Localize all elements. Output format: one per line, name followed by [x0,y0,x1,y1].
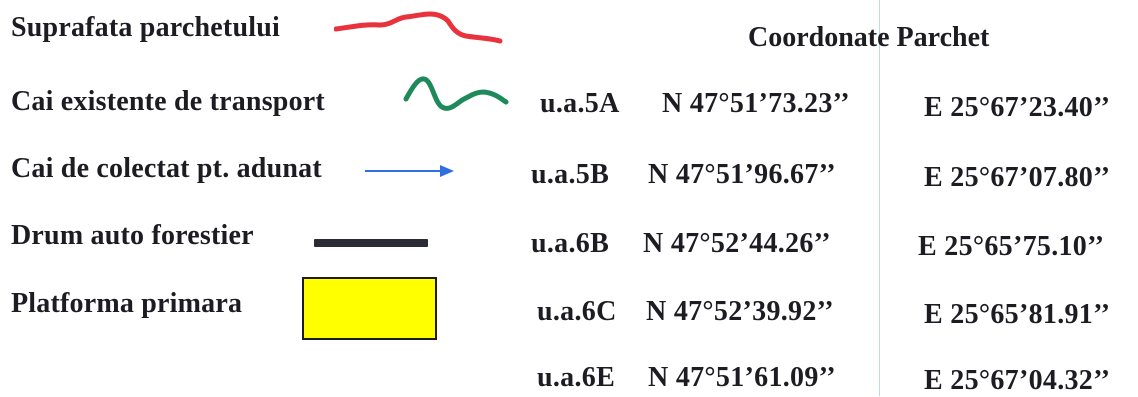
legend-label-surface: Suprafata parchetului [11,12,280,43]
black-road-line-icon [314,239,428,247]
unit-cell: u.a.5A [540,88,620,119]
east-coordinate: E 25°67’07.80’’ [924,162,1111,193]
blue-arrow-icon [365,165,454,177]
north-coordinate: N 47°51’61.09’’ [648,362,836,393]
north-coordinate: N 47°52’39.92’’ [646,296,834,327]
east-coordinate: E 25°67’04.32’’ [924,365,1111,396]
red-wavy-line-icon [334,11,503,44]
legend-label-transport: Cai existente de transport [11,86,325,117]
north-coordinate: N 47°51’73.23’’ [662,88,850,119]
legend-label-collection: Cai de colectat pt. adunat [11,153,322,184]
unit-cell: u.a.6B [531,228,610,259]
coordinates-title: Coordonate Parchet [748,22,990,53]
unit-cell: u.a.5B [531,159,610,190]
east-coordinate: E 25°65’81.91’’ [924,299,1111,330]
legend-label-road: Drum auto forestier [11,220,254,251]
east-coordinate: E 25°65’75.10’’ [918,231,1105,262]
yellow-box-icon [302,277,437,340]
divider-line [879,0,880,396]
unit-cell: u.a.6E [537,362,616,393]
north-coordinate: N 47°51’96.67’’ [648,159,836,190]
unit-cell: u.a.6C [537,296,617,327]
green-wavy-line-icon [403,76,509,111]
legend-label-platform: Platforma primara [11,288,243,319]
east-coordinate: E 25°67’23.40’’ [924,92,1111,123]
north-coordinate: N 47°52’44.26’’ [643,228,831,259]
